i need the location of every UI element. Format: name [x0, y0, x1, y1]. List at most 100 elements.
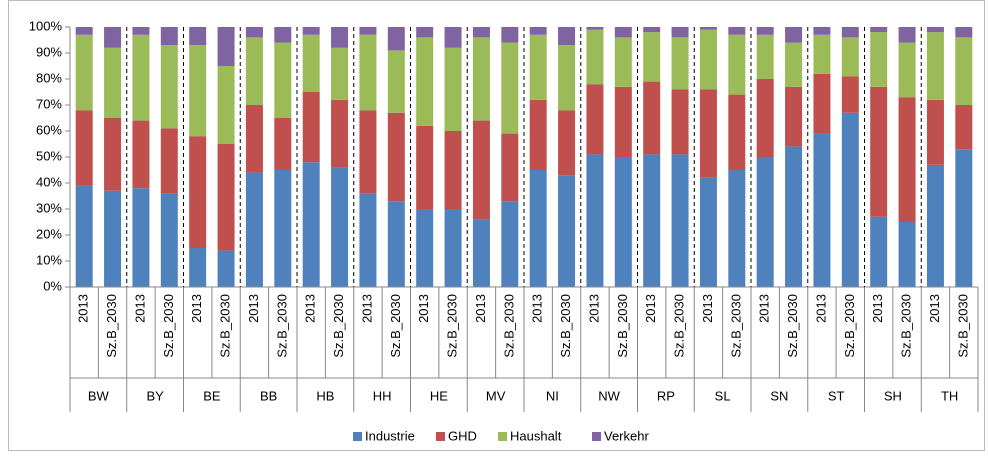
bar-segment [245, 105, 263, 173]
bar-segment [160, 193, 178, 287]
bar-segment [501, 133, 519, 202]
bar-segment [444, 209, 462, 287]
x-tick-label: 2013 [813, 294, 828, 323]
bar-segment [132, 120, 150, 189]
bar-segment [160, 45, 178, 129]
group-label: MV [486, 388, 506, 403]
legend-swatch [592, 432, 601, 441]
bar-segment [926, 99, 944, 165]
bar-segment [444, 47, 462, 131]
x-tick-label: 2013 [359, 294, 374, 323]
bar-segment [813, 73, 831, 134]
x-tick-label: Sz.B_2030 [161, 294, 176, 358]
group-label: BE [203, 388, 221, 403]
bar-segment [558, 175, 576, 287]
bar-segment [331, 47, 349, 100]
bar-segment [699, 89, 717, 178]
bar-segment [359, 34, 377, 111]
x-tick-label: Sz.B_2030 [785, 294, 800, 358]
bar-segment [472, 219, 490, 287]
bar-segment [614, 27, 632, 38]
bar-segment [898, 222, 916, 287]
bar-segment [671, 27, 689, 38]
bar-segment [359, 193, 377, 287]
y-tick-label: 30% [36, 200, 62, 215]
legend-label: Haushalt [510, 428, 562, 443]
bar-segment [189, 136, 207, 248]
bar-segment [529, 27, 547, 35]
x-tick-label: 2013 [586, 294, 601, 323]
bar-segment [756, 27, 774, 35]
bar-segment [245, 172, 263, 287]
x-tick-label: Sz.B_2030 [899, 294, 914, 358]
bar-segment [813, 133, 831, 287]
group-label: ST [828, 388, 845, 403]
x-tick-label: 2013 [76, 294, 91, 323]
bar-segment [132, 34, 150, 121]
group-label: HB [316, 388, 334, 403]
bar-segment [189, 45, 207, 137]
bar-segment [785, 86, 803, 147]
bar-segment [841, 76, 859, 113]
x-tick-label: Sz.B_2030 [842, 294, 857, 358]
bar-segment [444, 27, 462, 48]
y-tick-label: 40% [36, 174, 62, 189]
bar-segment [643, 81, 661, 155]
x-tick-label: 2013 [643, 294, 658, 323]
bar-segment [160, 128, 178, 194]
bar-segment [586, 27, 604, 30]
legend-swatch [436, 432, 445, 441]
x-tick-label: 2013 [700, 294, 715, 323]
bar-segment [728, 170, 746, 287]
x-tick-label: Sz.B_2030 [331, 294, 346, 358]
group-label: BY [146, 388, 164, 403]
bar-segment [104, 118, 122, 191]
x-tick-label: 2013 [416, 294, 431, 323]
bar-segment [387, 112, 405, 202]
bar-segment [501, 27, 519, 43]
bar-segment [359, 110, 377, 194]
x-tick-label: 2013 [473, 294, 488, 323]
group-label: SL [715, 388, 731, 403]
bar-segment [529, 34, 547, 100]
bar-segment [274, 118, 292, 170]
bar-segment [132, 188, 150, 287]
bar-segment [75, 110, 93, 186]
legend-label: Industrie [365, 428, 415, 443]
x-tick-label: 2013 [246, 294, 261, 323]
bar-segment [955, 37, 973, 105]
bar-segment [699, 27, 717, 30]
bar-segment [416, 209, 434, 287]
group-label: HH [373, 388, 392, 403]
bar-segment [813, 34, 831, 74]
bar-segment [586, 154, 604, 287]
bar-segment [75, 185, 93, 287]
bar-segment [558, 110, 576, 176]
x-tick-label: 2013 [132, 294, 147, 323]
x-tick-label: Sz.B_2030 [388, 294, 403, 358]
x-tick-label: Sz.B_2030 [274, 294, 289, 358]
bar-segment [643, 32, 661, 82]
bar-segment [104, 190, 122, 287]
bar-segment [728, 27, 746, 35]
x-tick-label: 2013 [530, 294, 545, 323]
bar-segment [614, 86, 632, 157]
bar-segment [501, 42, 519, 134]
bar-segment [75, 27, 93, 35]
bar-segment [75, 34, 93, 111]
bar-segment [756, 34, 774, 79]
bar-segment [444, 131, 462, 209]
y-tick-label: 10% [36, 252, 62, 267]
bar-segment [955, 105, 973, 150]
bar-segment [529, 99, 547, 170]
bar-segment [671, 37, 689, 90]
x-tick-label: Sz.B_2030 [218, 294, 233, 358]
group-label: BW [88, 388, 110, 403]
legend-swatch [353, 432, 362, 441]
chart-frame [8, 0, 985, 451]
x-tick-label: Sz.B_2030 [615, 294, 630, 358]
bar-segment [387, 201, 405, 287]
bar-segment [359, 27, 377, 35]
bar-segment [302, 27, 320, 35]
bar-segment [898, 27, 916, 43]
